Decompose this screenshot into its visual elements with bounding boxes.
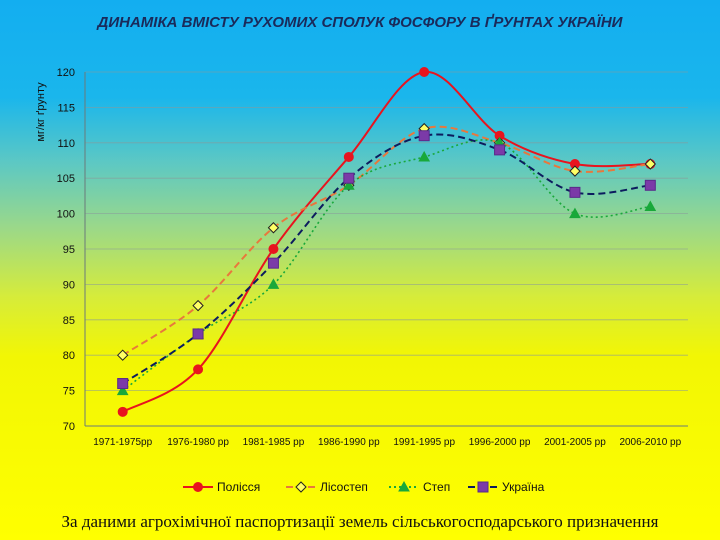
legend-item-1: Полісся bbox=[183, 480, 260, 494]
x-tick-label: 2001-2005 рр bbox=[544, 437, 606, 448]
circle-marker bbox=[193, 364, 204, 375]
x-tick-label: 2006-2010 рр bbox=[619, 437, 681, 448]
legend: Полісся Лісостеп Степ Україна bbox=[183, 480, 545, 494]
circle-marker bbox=[117, 406, 128, 417]
series-line bbox=[122, 133, 651, 385]
square-marker bbox=[477, 481, 489, 493]
legend-item-3: Степ bbox=[389, 480, 450, 494]
legend-label: Лісостеп bbox=[320, 480, 368, 494]
triangle-marker bbox=[644, 200, 657, 212]
triangle-marker bbox=[418, 150, 431, 162]
square-marker bbox=[569, 186, 581, 198]
triangle-marker bbox=[398, 480, 410, 492]
legend-label: Україна bbox=[502, 480, 545, 494]
square-marker bbox=[192, 328, 204, 340]
square-marker bbox=[418, 130, 430, 142]
diamond-marker bbox=[295, 481, 307, 493]
legend-item-4: Україна bbox=[468, 480, 545, 494]
circle-marker bbox=[343, 151, 354, 162]
diamond-marker bbox=[644, 158, 657, 170]
x-tick-label: 1996-2000 рр bbox=[469, 437, 531, 448]
triangle-marker bbox=[569, 207, 581, 219]
series-line bbox=[122, 70, 651, 413]
y-tick-label: 95 bbox=[63, 244, 75, 256]
y-tick-label: 115 bbox=[57, 102, 75, 114]
grid-lines bbox=[85, 71, 688, 427]
y-tick-label: 80 bbox=[63, 350, 75, 362]
y-tick-label: 85 bbox=[63, 315, 75, 327]
series-line bbox=[122, 125, 651, 357]
series-2 bbox=[116, 122, 657, 361]
x-tick-label: 1981-1985 рр bbox=[243, 437, 305, 448]
triangle-marker bbox=[116, 384, 129, 396]
diamond-marker bbox=[267, 222, 280, 234]
diamond-marker bbox=[192, 299, 204, 312]
legend-label: Полісся bbox=[217, 480, 260, 494]
chart-title: ДИНАМІКА ВМІСТУ РУХОМИХ СПОЛУК ФОСФОРУ В… bbox=[97, 14, 623, 31]
x-tick-label: 1986-1990 рр bbox=[318, 437, 380, 448]
y-tick-label: 90 bbox=[63, 279, 75, 291]
triangle-marker bbox=[342, 179, 355, 190]
square-marker bbox=[267, 257, 279, 269]
square-marker bbox=[117, 378, 129, 390]
y-tick-label: 120 bbox=[57, 67, 75, 79]
series-layer bbox=[116, 67, 657, 417]
series-1 bbox=[117, 67, 656, 417]
diamond-marker bbox=[569, 165, 581, 177]
source-caption: За даними агрохімічної паспортизації зем… bbox=[61, 512, 659, 531]
square-marker bbox=[494, 144, 506, 156]
x-axis: 1971-1975рр 1976-1980 рр 1981-1985 рр 1986-… bbox=[85, 425, 688, 448]
y-tick-label: 105 bbox=[57, 173, 75, 185]
x-tick-label: 1991-1995 рр bbox=[393, 437, 455, 448]
y-axis: 70 75 80 85 90 95 100 105 110 115 120 bbox=[57, 67, 86, 433]
y-axis-label: мг/кг ґрунту bbox=[35, 82, 47, 142]
circle-marker bbox=[419, 67, 430, 77]
x-tick-label: 1976-1980 рр bbox=[167, 437, 229, 448]
x-tick-label: 1971-1975рр bbox=[93, 437, 152, 448]
circle-marker bbox=[268, 244, 279, 254]
diamond-marker bbox=[116, 349, 129, 361]
y-tick-label: 100 bbox=[57, 209, 75, 221]
square-marker bbox=[343, 172, 355, 184]
y-tick-label: 110 bbox=[57, 138, 75, 150]
circle-marker bbox=[193, 482, 203, 492]
series-4 bbox=[117, 130, 656, 390]
square-marker bbox=[644, 179, 656, 191]
y-tick-label: 70 bbox=[63, 421, 75, 433]
y-tick-label: 75 bbox=[63, 386, 75, 398]
legend-item-2: Лісостеп bbox=[286, 480, 368, 494]
series-line bbox=[122, 139, 651, 392]
triangle-marker bbox=[267, 278, 280, 289]
legend-label: Степ bbox=[423, 480, 450, 494]
